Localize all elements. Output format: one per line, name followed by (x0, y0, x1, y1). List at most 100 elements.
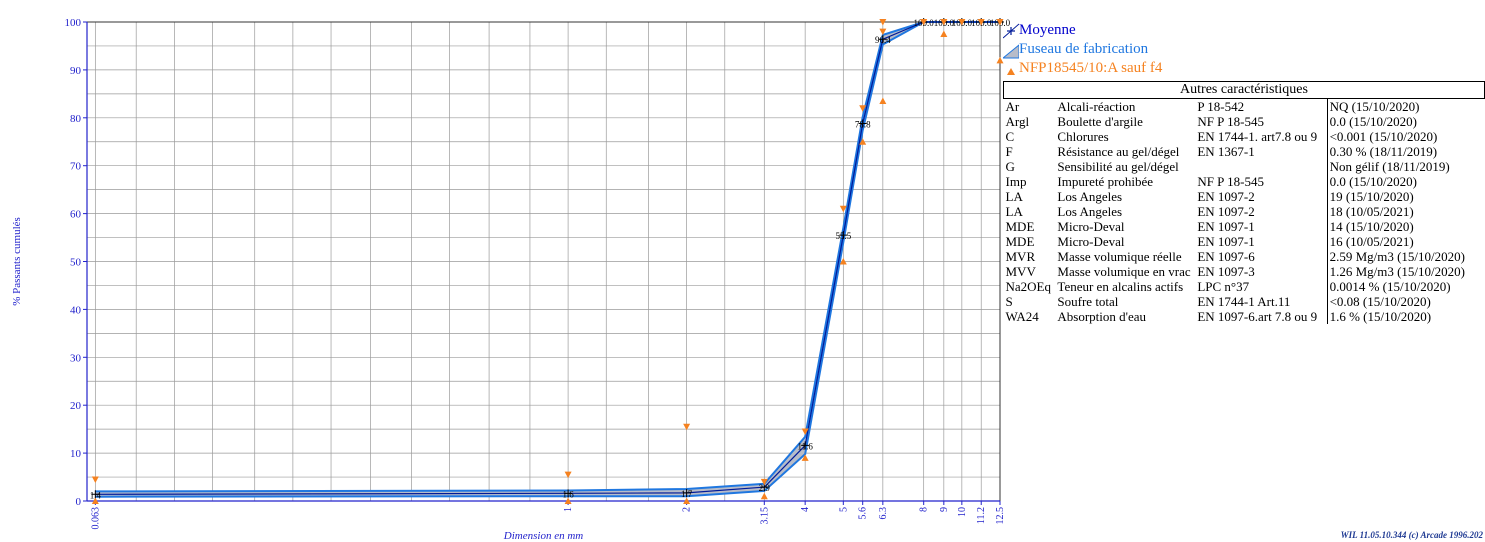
x-tick-label: 5.6 (858, 507, 869, 520)
spec-upper-mark (564, 471, 572, 479)
table-row: MDE Micro-Deval EN 1097-1 16 (10/05/2021) (1004, 234, 1485, 249)
table-cell: Boulette d'argile (1057, 114, 1143, 129)
table-row: G Sensibilité au gel/dégel Non gélif (18/1… (1004, 159, 1485, 174)
spec-triangle-icon (1007, 68, 1015, 75)
table-cell: MVR (1005, 249, 1036, 264)
table-row: WA24 Absorption d'eau EN 1097-6.art 7.8 ou… (1004, 309, 1485, 324)
spec-upper-mark (958, 19, 966, 26)
moyenne-line-icon (1003, 23, 1019, 39)
y-tick-label: 30 (70, 352, 82, 364)
table-cell: EN 1367-1 (1197, 144, 1255, 159)
x-tick-label: 3.15 (759, 507, 770, 525)
moyenne-value-label: 1.7 (681, 489, 693, 499)
table-row: LA Los Angeles EN 1097-2 19 (15/10/2020) (1004, 189, 1485, 204)
table-cell: MDE (1005, 234, 1035, 249)
table-cell: Sensibilité au gel/dégel (1057, 159, 1179, 174)
spec-upper-mark (920, 19, 928, 26)
spec-upper-mark (801, 428, 809, 436)
table-cell: Masse volumique en vrac (1057, 264, 1191, 279)
moyenne-value-label: 1.6 (562, 489, 574, 499)
table-cell: Résistance au gel/dégel (1057, 144, 1180, 159)
table-cell: 16 (10/05/2021) (1326, 234, 1485, 249)
moyenne-point (878, 35, 887, 44)
table-cell: Los Angeles (1057, 189, 1123, 204)
table-cell: EN 1097-2 (1197, 204, 1255, 219)
chart-legend: Moyenne Fuseau de fabrication NFP18545/1… (1003, 22, 1485, 80)
table-cell: 2.59 Mg/m3 (15/10/2020) (1326, 249, 1485, 264)
x-tick-label: 1 (563, 507, 574, 512)
properties-table-body: Ar Alcali-réaction P 18-542 NQ (15/10/2020)… (1004, 98, 1485, 324)
table-cell: 19 (15/10/2020) (1326, 189, 1485, 204)
spec-lower-mark (91, 497, 99, 504)
spec-lower-mark (801, 454, 809, 461)
table-cell: C (1005, 129, 1015, 144)
moyenne-value-label: 78.8 (855, 120, 871, 130)
table-cell: 18 (10/05/2021) (1326, 204, 1485, 219)
x-tick-label: 10 (957, 507, 968, 517)
x-axis-label: Dimension en mm (503, 530, 583, 542)
table-row: LA Los Angeles EN 1097-2 18 (10/05/2021) (1004, 204, 1485, 219)
table-cell: P 18-542 (1197, 99, 1245, 114)
table-cell: Chlorures (1057, 129, 1109, 144)
properties-table-title: Autres caractéristiques (1003, 81, 1485, 99)
spec-upper-mark (839, 205, 847, 213)
table-cell: EN 1097-6.art 7.8 ou 9 (1197, 309, 1318, 324)
table-row: C Chlorures EN 1744-1. art7.8 ou 9 <0.001 (… (1004, 129, 1485, 144)
table-cell: <0.08 (15/10/2020) (1326, 294, 1485, 309)
table-cell: Micro-Deval (1057, 219, 1125, 234)
x-tick-label: 9 (939, 507, 950, 512)
table-cell: NF P 18-545 (1197, 114, 1265, 129)
table-cell: MVV (1005, 264, 1036, 279)
x-tick-label: 0.063 (90, 507, 101, 530)
spec-upper-mark (879, 19, 887, 26)
table-cell: Los Angeles (1057, 204, 1123, 219)
x-tick-label: 8 (919, 507, 930, 512)
spec-upper-mark (996, 19, 1004, 26)
spec-upper-mark (91, 476, 99, 483)
table-cell: Impureté prohibée (1057, 174, 1154, 189)
legend-label-fuseau: Fuseau de fabrication (1019, 41, 1149, 57)
table-cell: G (1005, 159, 1015, 174)
table-cell: Ar (1005, 99, 1020, 114)
table-cell: S (1005, 294, 1013, 309)
table-cell: EN 1744-1 Art.11 (1197, 294, 1291, 309)
table-cell: Masse volumique réelle (1057, 249, 1182, 264)
spec-lower-mark (879, 97, 887, 105)
table-cell: 0.30 % (18/11/2019) (1326, 144, 1485, 159)
y-tick-label: 100 (65, 17, 82, 29)
spec-upper-mark (977, 19, 985, 26)
y-tick-label: 50 (70, 257, 82, 269)
table-row: Ar Alcali-réaction P 18-542 NQ (15/10/2020) (1004, 98, 1485, 114)
x-tick-label: 6.3 (878, 507, 889, 520)
moyenne-point (91, 490, 100, 499)
x-tick-label: 5 (838, 507, 849, 512)
table-cell: LA (1005, 189, 1023, 204)
table-cell: 1.26 Mg/m3 (15/10/2020) (1326, 264, 1485, 279)
table-cell: Alcali-réaction (1057, 99, 1136, 114)
table-cell: NQ (15/10/2020) (1326, 98, 1485, 114)
moyenne-value-label: 55.5 (835, 231, 851, 241)
x-tick-label: 12.5 (995, 507, 1006, 525)
moyenne-point (801, 441, 810, 450)
moyenne-point (858, 119, 867, 128)
spec-lower-mark (683, 497, 691, 504)
y-tick-label: 0 (76, 496, 82, 508)
table-cell: 0.0 (15/10/2020) (1326, 174, 1485, 189)
y-tick-label: 60 (70, 209, 82, 221)
table-cell: NF P 18-545 (1197, 174, 1265, 189)
fuseau-band (95, 22, 1000, 497)
moyenne-point (564, 489, 573, 498)
table-cell: EN 1097-1 (1197, 234, 1255, 249)
grid-group (87, 21, 1001, 502)
table-row: Imp Impureté prohibée NF P 18-545 0.0 (15/1… (1004, 174, 1485, 189)
table-row: S Soufre total EN 1744-1 Art.11 <0.08 (15/1… (1004, 294, 1485, 309)
moyenne-value-label: 2.9 (759, 483, 771, 493)
spec-lower-mark (859, 138, 867, 145)
y-tick-label: 20 (70, 400, 82, 412)
spec-upper-mark (859, 105, 867, 112)
footer-copyright: WIL 11.05.10.344 (c) Arcade 1996.202 (1340, 530, 1483, 540)
table-cell: F (1005, 144, 1013, 159)
table-cell: Imp (1005, 174, 1027, 189)
moyenne-line (95, 21, 1000, 495)
